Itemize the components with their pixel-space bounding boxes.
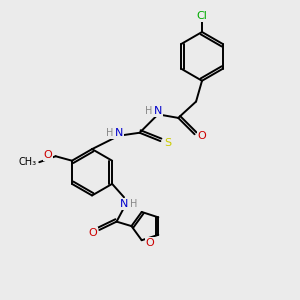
Text: H: H [130,199,137,209]
Text: O: O [44,150,52,160]
Text: S: S [164,138,171,148]
Text: N: N [120,199,128,209]
Text: O: O [146,238,154,248]
Text: N: N [154,106,162,116]
Text: N: N [115,128,123,138]
Text: O: O [198,131,206,141]
Text: H: H [146,106,153,116]
Text: O: O [88,228,97,238]
Text: Cl: Cl [196,11,208,21]
Text: CH₃: CH₃ [19,157,37,167]
Text: H: H [106,128,114,138]
